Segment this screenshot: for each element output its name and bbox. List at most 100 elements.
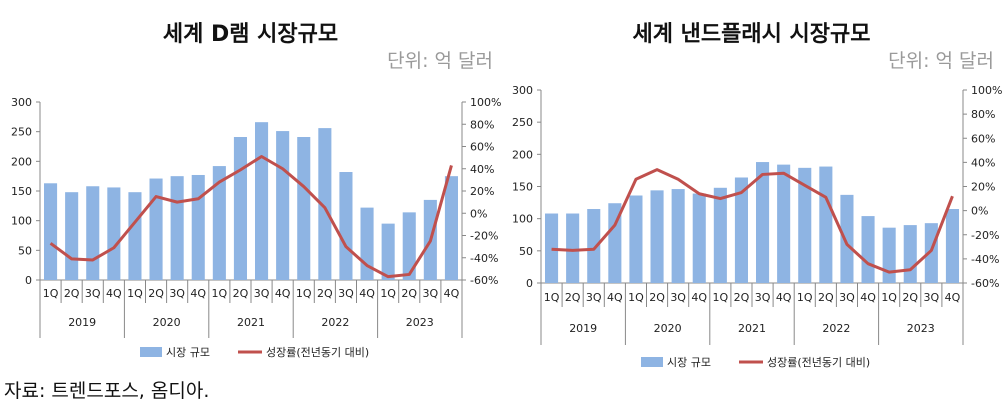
year-label: 2019 [68,316,96,329]
y-tick-label: 300 [512,84,533,97]
x-tick-label: 3Q [338,287,354,300]
legend-label: 시장 규모 [667,356,711,369]
nand-chart: 0 50 100 150 200 250 300 -60% -40% -20% 0% 20% 40% 60… [501,0,1002,378]
y2-tick-label: 20% [971,181,995,194]
y-tick-label: 0 [526,277,533,290]
x-tick-label: 2Q [734,291,750,304]
x-tick-label: 1Q [797,291,813,304]
x-tick-label: 1Q [296,287,312,300]
y2-tick-label: 100% [971,84,1002,97]
x-tick-label: 2Q [401,287,417,300]
x-tick-label: 3Q [423,287,439,300]
year-label: 2022 [321,316,349,329]
legend-swatch-bar [641,357,663,367]
y-tick-label: 50 [519,245,533,258]
x-tick-label: 4Q [945,291,961,304]
x-tick-label: 4Q [607,291,623,304]
y-tick-label: 0 [25,274,32,287]
bar [840,195,853,283]
dram-chart-panel: 세계 D램 시장규모 단위: 억 달러 0 50 100 150 200 250 300 -6… [0,0,501,370]
year-label: 2021 [738,322,766,335]
x-tick-label: 2Q [649,291,665,304]
y-tick-label: 250 [11,126,32,139]
bar [904,225,917,283]
bar [192,175,205,280]
year-label: 2020 [153,316,181,329]
x-tick-label: 3Q [169,287,185,300]
year-label: 2022 [822,322,850,335]
x-tick-label: 3Q [670,291,686,304]
y-tick-label: 100 [512,213,533,226]
x-tick-label: 3Q [586,291,602,304]
bar [107,187,120,280]
bar [819,167,832,283]
x-tick-label: 2Q [317,287,333,300]
year-label: 2023 [406,316,434,329]
y2-tick-label: -20% [470,230,498,243]
bar [714,188,727,283]
year-label: 2021 [237,316,265,329]
bar [234,137,247,280]
dram-chart: 0 50 100 150 200 250 300 -60% -40% -20% 0% 20% 40% 60… [0,0,501,370]
year-label: 2019 [569,322,597,335]
bar [946,209,959,283]
bar [672,189,685,283]
legend-label: 시장 규모 [166,346,210,359]
source-note: 자료: 트렌드포스, 옴디아. [4,376,209,403]
bar [255,122,268,280]
bar [276,131,289,280]
bar [171,176,184,280]
x-tick-label: 2Q [148,287,164,300]
y-tick-label: 50 [18,244,32,257]
legend: 시장 규모 성장률(전년동기 대비) [641,356,870,369]
x-tick-label: 1Q [544,291,560,304]
y2-tick-label: 40% [971,156,995,169]
y2-tick-label: -60% [470,274,498,287]
y-tick-label: 150 [512,181,533,194]
y2-tick-label: -40% [971,253,999,266]
x-tick-label: 2Q [64,287,80,300]
bar [651,190,664,283]
nand-chart-panel: 세계 낸드플래시 시장규모 단위: 억 달러 0 50 100 150 200 250 30… [501,0,1002,378]
x-tick-label: 4Q [776,291,792,304]
y2-tick-label: 40% [470,163,494,176]
x-tick-label: 3Q [755,291,771,304]
bar [883,228,896,283]
x-tick-label: 4Q [860,291,876,304]
bar [86,186,99,280]
x-tick-label: 4Q [190,287,206,300]
y2-tick-label: 60% [971,132,995,145]
x-tick-label: 1Q [380,287,396,300]
bar [65,192,78,280]
y2-tick-label: -40% [470,252,498,265]
legend-label: 성장률(전년동기 대비) [767,356,870,369]
x-tick-label: 2Q [902,291,918,304]
legend: 시장 규모 성장률(전년동기 대비) [140,346,369,359]
x-tick-label: 1Q [881,291,897,304]
y2-tick-label: 80% [470,118,494,131]
bar [44,183,57,280]
y2-tick-label: 80% [971,108,995,121]
y2-tick-label: 0% [971,205,988,218]
bar [339,172,352,280]
bar [862,216,875,283]
x-tick-label: 4Q [691,291,707,304]
year-label: 2020 [654,322,682,335]
bar [297,137,310,280]
y2-tick-label: -60% [971,277,999,290]
y-tick-label: 250 [512,116,533,129]
x-tick-label: 2Q [565,291,581,304]
x-tick-label: 4Q [359,287,375,300]
legend-swatch-bar [140,347,162,357]
y2-tick-label: -20% [971,229,999,242]
bar [566,214,579,283]
y2-tick-label: 20% [470,185,494,198]
x-tick-label: 1Q [127,287,143,300]
x-tick-label: 4Q [444,287,460,300]
x-tick-label: 3Q [839,291,855,304]
y-tick-label: 200 [11,155,32,168]
y-tick-label: 300 [11,96,32,109]
y2-tick-label: 60% [470,141,494,154]
x-tick-label: 1Q [713,291,729,304]
x-tick-label: 3Q [254,287,270,300]
